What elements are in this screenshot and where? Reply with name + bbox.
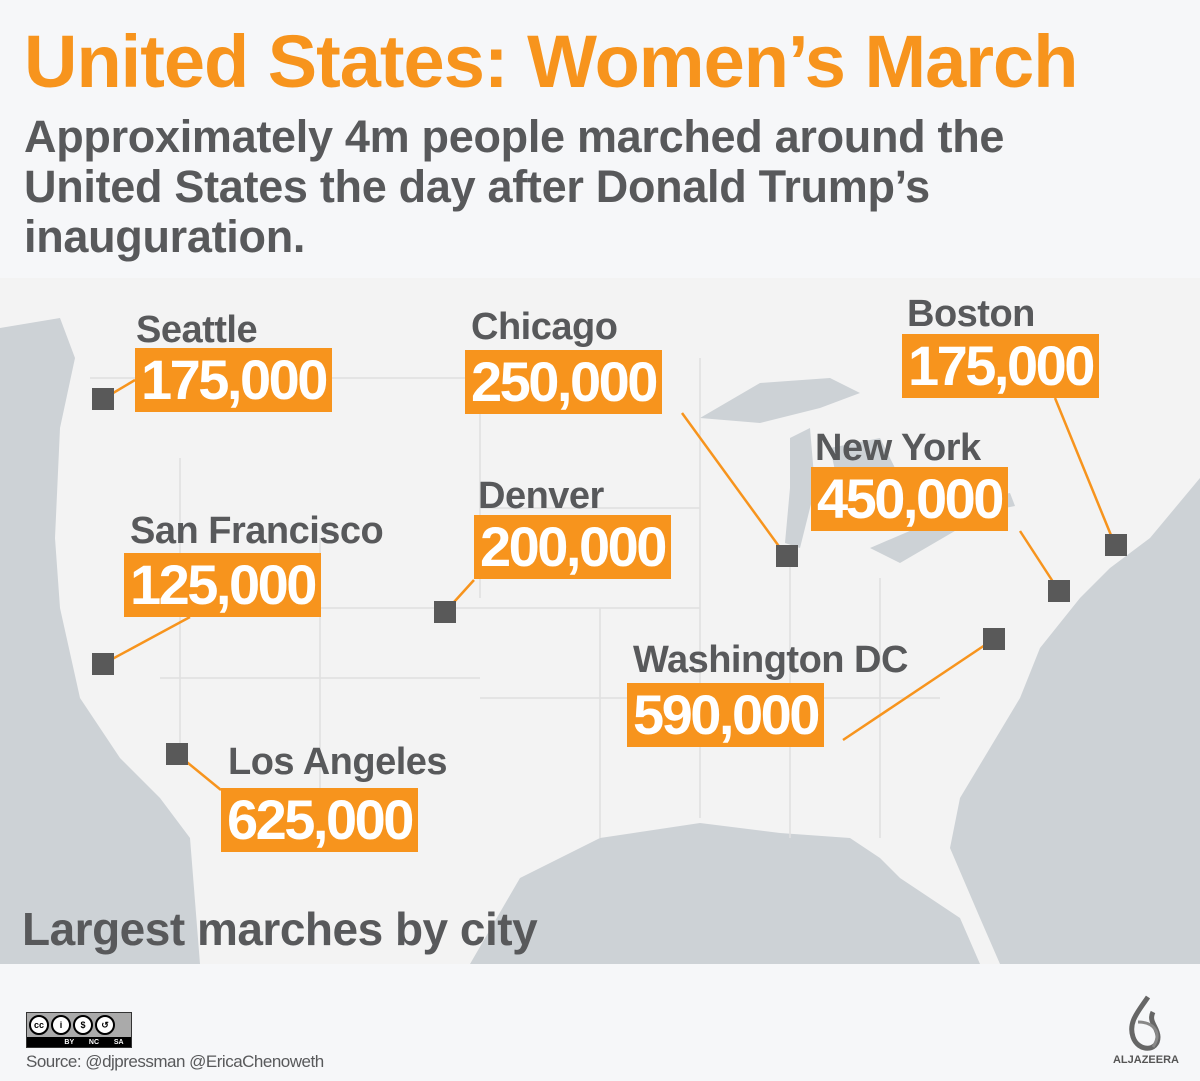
pacific-ocean (0, 318, 200, 964)
license-sa: SA (113, 1038, 124, 1046)
city-marker (434, 601, 456, 623)
sa-icon: ↺ (95, 1015, 115, 1035)
page-subtitle: Approximately 4m people marched around t… (24, 111, 1005, 262)
city-name: Boston (907, 293, 1035, 335)
gulf-of-mexico (470, 823, 980, 964)
city-marker (776, 545, 798, 567)
city-marker (166, 743, 188, 765)
license-nc: NC (88, 1038, 100, 1046)
city-name: Chicago (471, 306, 618, 348)
city-name: New York (815, 427, 981, 469)
lake-superior (700, 378, 860, 423)
march-count: 125,000 (124, 553, 321, 617)
march-count: 625,000 (221, 788, 418, 852)
march-count: 200,000 (474, 515, 671, 579)
city-marker (1105, 534, 1127, 556)
by-icon: i (51, 1015, 71, 1035)
march-count: 450,000 (811, 467, 1008, 531)
march-count: 590,000 (627, 683, 824, 747)
march-count: 175,000 (135, 348, 332, 412)
aljazeera-logo (1129, 995, 1161, 1051)
map-legend-title: Largest marches by city (22, 903, 538, 955)
city-marker (92, 653, 114, 675)
lake-michigan (785, 428, 815, 548)
city-marker (92, 388, 114, 410)
city-marker (1048, 580, 1070, 602)
march-count: 175,000 (902, 334, 1099, 398)
city-name: San Francisco (130, 510, 384, 552)
march-count: 250,000 (465, 350, 662, 414)
aljazeera-wordmark: ALJAZEERA (1112, 1054, 1179, 1066)
city-marker (983, 628, 1005, 650)
city-name: Seattle (136, 309, 258, 351)
page-title: United States: Women’s March (24, 20, 1078, 103)
source-credit: Source: @djpressman @EricaChenoweth (26, 1052, 324, 1071)
cc-icon: cc (29, 1015, 49, 1035)
city-name: Los Angeles (228, 741, 448, 783)
nc-icon: $ (73, 1015, 93, 1035)
atlantic-ocean (950, 478, 1200, 964)
creative-commons-badge: cc i $ ↺ BY NC SA (26, 1012, 132, 1048)
city-name: Washington DC (633, 639, 908, 681)
license-by: BY (64, 1038, 75, 1046)
city-name: Denver (478, 475, 604, 517)
